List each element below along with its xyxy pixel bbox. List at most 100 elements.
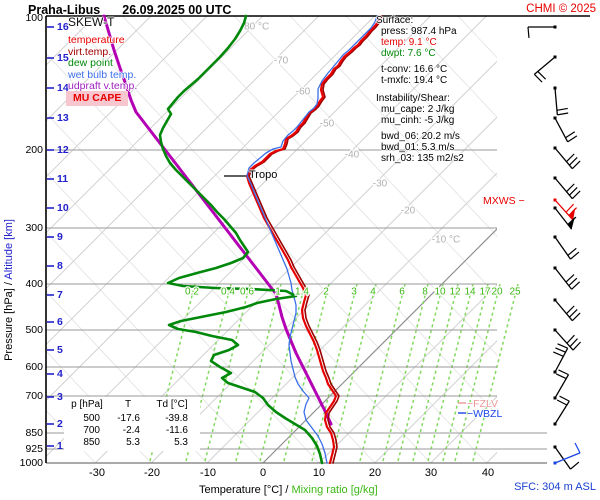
page-title: Praha-Libus 26.09.2025 00 UTC — [28, 3, 231, 17]
temperature-tick-label: -10 — [200, 467, 216, 479]
pressure-tick-label: 400 — [25, 278, 43, 290]
isotherm-label: -30 — [373, 179, 388, 190]
instability_panel-line: bwd_06: 20.2 m/s — [381, 131, 460, 142]
wind-barb — [553, 298, 581, 322]
table-cell: 5.3 — [174, 437, 188, 448]
mixing-ratio-label: 14 — [464, 287, 476, 298]
mixing-ratio-label: 1.4 — [295, 287, 309, 298]
wind-barb — [553, 445, 580, 470]
legend-item: wet bulb temp. — [68, 68, 137, 81]
level-table: p [hPa] T Td [°C] 500 -17.6 -39.8 700 -2.4 -11.6… — [64, 397, 200, 451]
wind-barb — [553, 116, 578, 143]
table-cell: 5.3 — [126, 437, 140, 448]
pressure-tick-label: 1000 — [20, 457, 44, 469]
copyright-label: CHMI © 2025 — [526, 3, 596, 15]
isotherm-grid — [46, 16, 497, 463]
wind-barb — [527, 25, 557, 39]
mixing-ratio-label: 0.4 — [221, 287, 235, 298]
instability_panel-line: mu_cape: 2 J/kg — [381, 104, 455, 115]
pressure-tick-label: 925 — [25, 443, 43, 455]
altitude-tick-label: 5 — [57, 344, 63, 356]
wind-barb-column — [527, 25, 582, 470]
surface_panel-line: t-conv: 16.6 °C — [381, 64, 448, 75]
pressure-tick-label: 600 — [25, 361, 43, 373]
temperature-tick-label: -30 — [89, 467, 105, 479]
surface-heading: Surface: — [376, 15, 414, 26]
surface-values: press: 987.4 hPa temp: 9.1 °C dwpt: 7.6 °C… — [376, 26, 464, 86]
surface_panel-line: dwpt: 7.6 °C — [381, 48, 436, 59]
y-axis-caption: Pressure [hPa] / Altitude [km] — [3, 219, 15, 361]
isotherm-label: -50 — [320, 119, 335, 130]
altitude-tick-label: 9 — [57, 231, 63, 243]
max-wind-label: MXWS − — [483, 195, 525, 207]
altitude-tick-label: 10 — [57, 202, 69, 214]
temperature-tick-label: -20 — [144, 467, 160, 479]
mixing-ratio-label: 17 — [479, 287, 491, 298]
isotherm-label: -60 — [296, 87, 311, 98]
station-name: Praha-Libus — [28, 3, 101, 17]
isotherm-labels: -80 °C -70 -60 -50 -40 -30 -20 -10 °C — [240, 20, 462, 247]
pressure-tick-label: 700 — [25, 390, 43, 402]
temperature-curve — [245, 14, 382, 465]
pressure-tick-label: 850 — [25, 427, 43, 439]
virtual-temperature-curve — [248, 15, 383, 464]
mixing-ratio-label: 0.2 — [185, 287, 199, 298]
instability_panel-line: mu_cinh: -5 J/kg — [381, 115, 455, 126]
instability_panel-line: srh_03: 135 m2/s2 — [381, 153, 464, 164]
mixing-ratio-label: 2 — [323, 287, 329, 298]
temperature-tick-label: 20 — [369, 467, 381, 479]
table-header: Td [°C] — [156, 399, 188, 410]
legend-item: temperature — [68, 34, 125, 46]
diagram-type-label: SKEW-T — [68, 15, 115, 29]
isotherm-label: -70 — [274, 56, 289, 67]
altitude-tick-label: 8 — [57, 260, 63, 272]
isotherm-label: -80 °C — [241, 22, 269, 33]
altitude-tick-label: 2 — [57, 418, 63, 430]
mixing-ratio-label: 12 — [449, 287, 461, 298]
temperature-tick-label: 0 — [260, 467, 266, 479]
wind-barb — [553, 176, 581, 200]
wind-barb — [553, 266, 581, 290]
wind-barb — [553, 369, 570, 400]
isotherm-label: -10 °C — [432, 235, 460, 246]
table-cell: -39.8 — [165, 413, 188, 424]
isotherm-label: -40 — [345, 150, 360, 161]
altitude-tick-label: 12 — [57, 144, 69, 156]
altitude-tick-label: 14 — [57, 82, 69, 94]
wet-bulb-zero-label: −WBZL — [467, 408, 503, 420]
pressure-tick-label: 200 — [25, 144, 43, 156]
mixing-ratio-grid — [149, 283, 519, 462]
instability-values: mu_cape: 2 J/kg mu_cinh: -5 J/kg bwd_06: 2… — [376, 104, 464, 164]
mixing-ratio-label: 3 — [351, 287, 357, 298]
table-cell: -2.4 — [122, 425, 140, 436]
mu-cape-badge: MU CAPE — [66, 91, 129, 106]
axis-labels: 1002003004005006007008509251000161514131… — [3, 12, 522, 479]
altitude-tick-label: 16 — [57, 21, 69, 33]
legend-item: udpraft v.temp. — [68, 80, 138, 92]
surface_panel-line: press: 987.4 hPa — [381, 26, 457, 37]
wind-barb — [553, 86, 569, 116]
legend: SKEW-T temperature virt.temp. dew point wet… — [68, 15, 138, 93]
mixing-ratio-label: 20 — [491, 287, 503, 298]
isotherm-label: -20 — [401, 206, 416, 217]
legend-item: virt.temp. — [68, 45, 112, 58]
altitude-tick-label: 15 — [57, 52, 69, 64]
surface_panel-line: t-mxfc: 19.4 °C — [381, 75, 448, 86]
legend-item: dew point — [68, 57, 113, 69]
altitude-tick-label: 7 — [57, 289, 63, 301]
table-cell: 850 — [83, 437, 100, 448]
wind-barb — [553, 442, 581, 465]
table-header: T — [124, 399, 132, 410]
parcel-curve — [102, 14, 333, 426]
wind-barb — [533, 55, 557, 83]
temperature-tick-label: 10 — [313, 467, 325, 479]
table-header: p [hPa] — [71, 399, 103, 410]
temperature-axis-label: Temperature [°C] — [199, 484, 283, 496]
freezing-level-label: −FZLV — [467, 398, 499, 410]
wind-barb — [553, 395, 570, 426]
wind-barb — [553, 198, 578, 221]
wind-barb — [553, 206, 577, 230]
pressure-tick-label: 100 — [25, 12, 43, 24]
